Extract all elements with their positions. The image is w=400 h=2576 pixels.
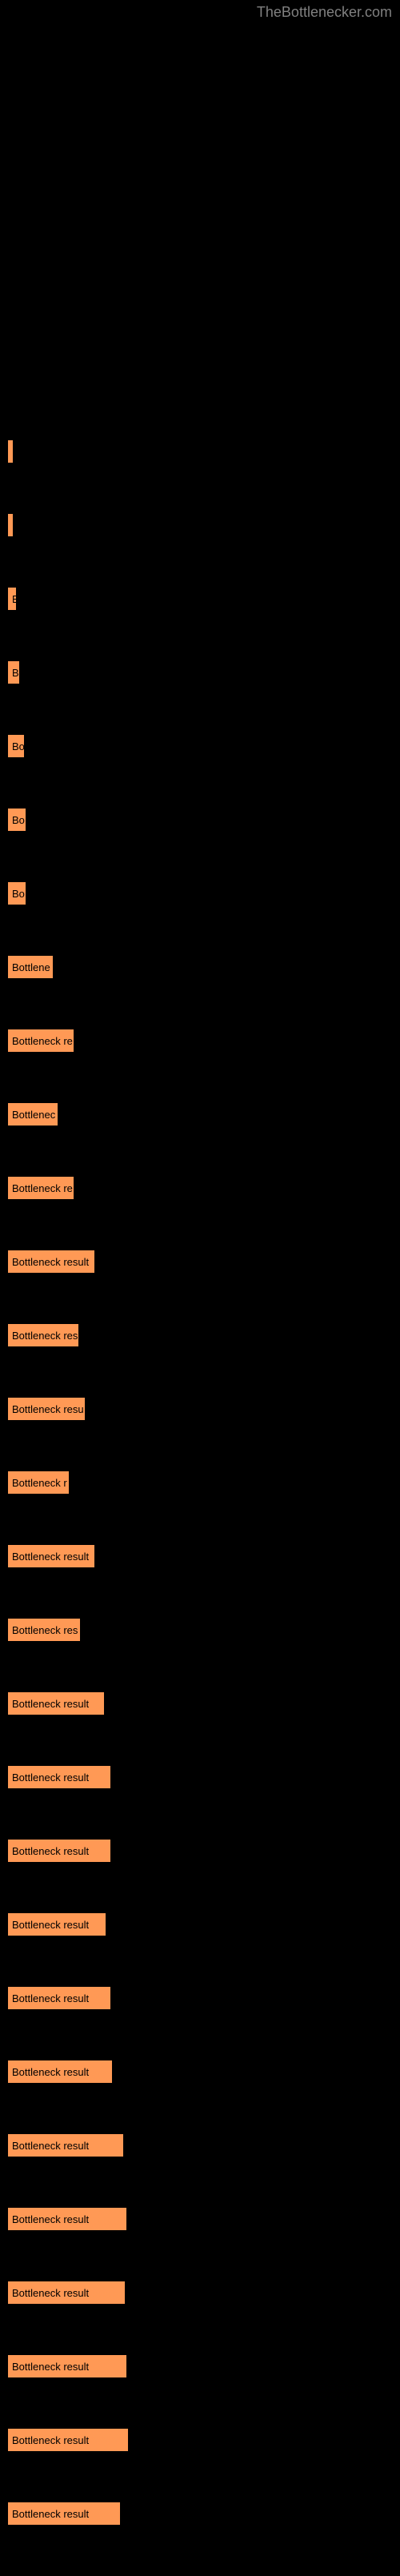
chart-bar: Bottleneck re [8,1029,74,1052]
chart-bar: Bottleneck result [8,2208,126,2230]
chart-bar: I [8,514,13,536]
bar-row: Bottleneck res [8,1619,400,1641]
bar-row: Bottleneck result [8,1545,400,1567]
chart-bar: Bottlenec [8,1103,58,1125]
chart-bar: Bottleneck re [8,1177,74,1199]
bar-row: Bottleneck result [8,1987,400,2009]
bar-row: Bo [8,809,400,831]
bar-row: Bottleneck result [8,2060,400,2083]
chart-bar: Bo [8,735,24,757]
chart-bar: Bottleneck result [8,2134,123,2157]
bar-row: Bottleneck result [8,1250,400,1273]
chart-bar: B [8,588,16,610]
bar-row: Bottlenec [8,1103,400,1125]
chart-bar: Bottleneck result [8,2429,128,2451]
bar-row: B [8,588,400,610]
chart-bar: Bottleneck result [8,1987,110,2009]
bar-row: Bottleneck result [8,2281,400,2304]
bar-row: Bottleneck result [8,1692,400,1715]
bar-row: Bottleneck result [8,2208,400,2230]
chart-bar: Bottleneck result [8,1692,104,1715]
bar-row: Bottleneck result [8,2429,400,2451]
bar-row: Bottleneck re [8,1029,400,1052]
chart-bar: Bottleneck r [8,1471,69,1494]
watermark-text: TheBottlenecker.com [257,4,392,21]
chart-bar: Bottleneck result [8,1250,94,1273]
bar-row: Bottleneck resu [8,1398,400,1420]
bar-row: Bottleneck res [8,1324,400,1346]
chart-bar: Bottleneck res [8,1324,78,1346]
chart-bar: Bottleneck result [8,1840,110,1862]
bar-row: Bo [8,735,400,757]
bar-row: Bottleneck r [8,1471,400,1494]
bar-row: Bottleneck result [8,2355,400,2377]
chart-bar: Bottleneck res [8,1619,80,1641]
bar-row: Bottleneck re [8,1177,400,1199]
bar-row: Bottleneck result [8,2134,400,2157]
bar-row: Bottleneck result [8,1766,400,1788]
chart-bar: Bottleneck result [8,2355,126,2377]
chart-bar: Bottleneck resu [8,1398,85,1420]
chart-bar: Bo [8,882,26,905]
chart-bar: I [8,440,13,463]
bar-row: I [8,514,400,536]
bar-row: Bottleneck result [8,1913,400,1936]
bar-row: Bottlene [8,956,400,978]
bar-row: Bo [8,882,400,905]
chart-bar: B [8,661,19,684]
bar-row: Bottleneck result [8,1840,400,1862]
chart-bar: Bottlene [8,956,53,978]
chart-bar: Bottleneck result [8,1913,106,1936]
chart-bar: Bottleneck result [8,2060,112,2083]
chart-bar: Bottleneck result [8,1545,94,1567]
bar-row: B [8,661,400,684]
chart-bar: Bottleneck result [8,1766,110,1788]
chart-bar: Bottleneck result [8,2502,120,2525]
bar-row: Bottleneck result [8,2502,400,2525]
bar-row: I [8,440,400,463]
chart-bar: Bo [8,809,26,831]
bar-chart: I I B B Bo Bo Bo Bottlene Bottleneck re Bottlenec… [0,0,400,2525]
chart-bar: Bottleneck result [8,2281,125,2304]
